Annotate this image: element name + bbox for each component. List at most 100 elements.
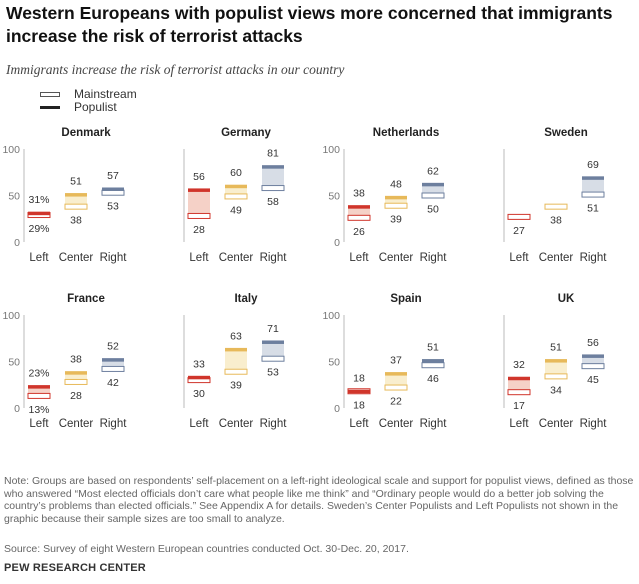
- spain-center-range-fill: [385, 373, 407, 388]
- legend-label-mainstream: Mainstream: [74, 87, 137, 101]
- sweden-right-category-label: Right: [580, 252, 608, 264]
- france-center-mainstream-label: 28: [70, 390, 82, 402]
- small-multiples-chart: Denmark 0 50 100 31% 29% Left 51 38 Center 57 53 Rig…: [2, 127, 608, 430]
- netherlands-right-category-label: Right: [420, 252, 448, 264]
- netherlands-y-tick-label: 50: [328, 191, 340, 203]
- netherlands-left-range-fill: [348, 206, 370, 218]
- italy-right-mainstream-label: 53: [267, 367, 279, 379]
- spain-center-category-label: Center: [379, 418, 414, 430]
- france-right-populist-marker: [102, 358, 124, 362]
- uk-right-range-fill: [582, 355, 604, 367]
- italy-center-mainstream-label: 39: [230, 380, 242, 392]
- germany-center-mainstream-marker: [224, 193, 248, 200]
- sweden-center-mainstream-label: 38: [550, 215, 562, 227]
- footnote: Note: Groups are based on respondents’ s…: [4, 475, 634, 525]
- spain-center-mainstream-marker: [384, 384, 408, 391]
- sweden-left-mainstream-marker: [507, 213, 531, 220]
- germany-left-mainstream-label: 28: [193, 224, 205, 236]
- italy-center-range-fill: [225, 349, 247, 372]
- germany-center-category-label: Center: [219, 252, 254, 264]
- uk-right-category-label: Right: [580, 418, 608, 430]
- netherlands-panel-title: Netherlands: [373, 127, 439, 139]
- source-note: Source: Survey of eight Western European…: [4, 543, 409, 555]
- netherlands-y-tick-label: 0: [334, 237, 340, 249]
- denmark-center-category-label: Center: [59, 252, 94, 264]
- denmark-right-mainstream-label: 53: [107, 201, 119, 213]
- germany-left-range-fill: [188, 189, 210, 216]
- denmark-center-populist-marker: [65, 193, 87, 197]
- france-right-mainstream-marker: [101, 365, 125, 372]
- spain-center-mainstream-label: 22: [390, 396, 402, 408]
- spain-right-populist-marker: [422, 359, 444, 363]
- italy-left-category-label: Left: [189, 418, 209, 430]
- denmark-y-tick-label: 0: [14, 237, 20, 249]
- spain-center-populist-marker: [385, 372, 407, 376]
- italy-left-populist-label: 33: [193, 358, 205, 370]
- germany-center-populist-marker: [225, 184, 247, 189]
- uk-center-mainstream-marker: [544, 373, 568, 380]
- populist-swatch-icon: [40, 106, 60, 109]
- publisher-brand: PEW RESEARCH CENTER: [4, 562, 146, 574]
- france-y-tick-label: 0: [14, 403, 20, 415]
- netherlands-left-populist-label: 38: [353, 188, 365, 200]
- germany-center-populist-label: 60: [230, 167, 242, 179]
- uk-left-mainstream-marker: [507, 389, 531, 396]
- netherlands-center-mainstream-label: 39: [390, 214, 402, 226]
- germany-right-range-fill: [262, 166, 284, 189]
- uk-right-mainstream-marker: [581, 363, 605, 370]
- germany-left-populist-label: 56: [193, 171, 205, 183]
- denmark-center-mainstream-marker: [64, 203, 88, 210]
- italy-left-mainstream-label: 30: [193, 388, 205, 400]
- netherlands-right-mainstream-label: 50: [427, 204, 439, 216]
- netherlands-y-tick-label: 100: [322, 144, 340, 156]
- netherlands-right-mainstream-marker: [421, 192, 445, 199]
- sweden-right-populist-marker: [582, 176, 604, 180]
- france-left-mainstream-marker: [27, 392, 51, 399]
- italy-left-populist-marker: [188, 375, 210, 380]
- germany-right-mainstream-label: 58: [267, 196, 279, 208]
- spain-right-category-label: Right: [420, 418, 448, 430]
- germany-right-category-label: Right: [260, 252, 288, 264]
- germany-panel-title: Germany: [221, 127, 271, 139]
- france-center-mainstream-marker: [64, 378, 88, 385]
- denmark-center-range-fill: [65, 194, 87, 207]
- uk-center-populist-marker: [545, 359, 567, 363]
- uk-right-populist-marker: [582, 354, 604, 358]
- denmark-panel-title: Denmark: [61, 127, 111, 139]
- netherlands-right-populist-label: 62: [427, 165, 439, 177]
- italy-center-populist-label: 63: [230, 330, 242, 342]
- denmark-right-populist-marker: [102, 187, 124, 191]
- sweden-right-mainstream-label: 51: [587, 203, 599, 215]
- france-panel-title: France: [67, 293, 105, 305]
- spain-left-populist-marker: [348, 389, 370, 394]
- france-center-range-fill: [65, 372, 87, 382]
- france-y-tick-label: 50: [8, 357, 20, 369]
- spain-right-mainstream-marker: [421, 362, 445, 369]
- sweden-right-mainstream-marker: [581, 191, 605, 198]
- netherlands-center-mainstream-marker: [384, 202, 408, 209]
- denmark-right-category-label: Right: [100, 252, 128, 264]
- france-right-populist-label: 52: [107, 341, 119, 353]
- denmark-right-populist-label: 57: [107, 170, 119, 182]
- france-center-category-label: Center: [59, 418, 94, 430]
- italy-right-populist-label: 71: [267, 323, 279, 335]
- uk-left-populist-label: 32: [513, 359, 525, 371]
- mainstream-swatch-icon: [40, 92, 60, 97]
- germany-right-populist-marker: [262, 165, 284, 169]
- sweden-right-populist-label: 69: [587, 159, 599, 171]
- italy-center-mainstream-marker: [224, 368, 248, 375]
- germany-left-populist-marker: [188, 188, 210, 192]
- sweden-center-mainstream-marker: [544, 203, 568, 210]
- france-left-range-fill: [28, 386, 50, 396]
- denmark-center-mainstream-label: 38: [70, 215, 82, 227]
- spain-left-mainstream-label: 18: [353, 399, 365, 411]
- spain-right-mainstream-label: 46: [427, 373, 439, 385]
- netherlands-left-mainstream-marker: [347, 214, 371, 221]
- italy-right-mainstream-marker: [261, 355, 285, 362]
- denmark-left-populist-label: 31%: [28, 194, 49, 206]
- uk-right-mainstream-label: 45: [587, 374, 599, 386]
- uk-left-mainstream-label: 17: [513, 400, 525, 412]
- netherlands-center-populist-label: 48: [390, 178, 402, 190]
- netherlands-center-populist-marker: [385, 195, 407, 200]
- germany-right-populist-label: 81: [267, 148, 279, 160]
